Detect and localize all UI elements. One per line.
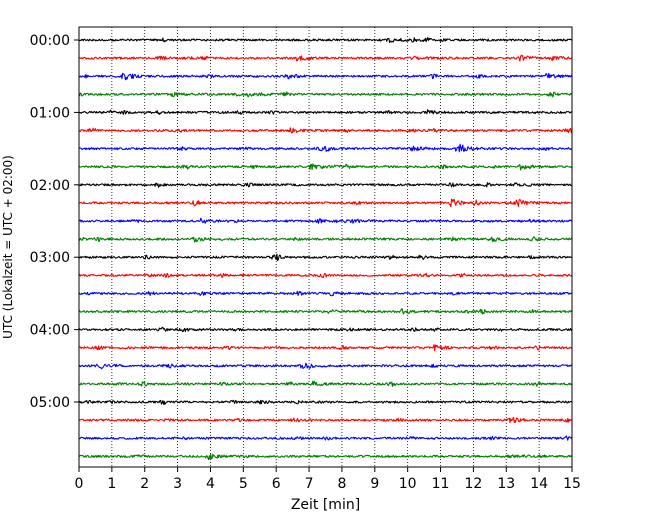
x-tick-label: 15 [563, 476, 581, 492]
x-tick-label: 11 [432, 476, 450, 492]
x-tick-label: 5 [239, 476, 248, 492]
x-tick-label: 9 [370, 476, 379, 492]
x-tick-label: 12 [464, 476, 482, 492]
trace-line [78, 416, 573, 424]
x-tick-label: 4 [206, 476, 215, 492]
trace-line [78, 198, 573, 208]
x-tick-label: 6 [272, 476, 281, 492]
x-axis-label: Zeit [min] [291, 497, 360, 513]
trace-line [78, 272, 573, 279]
y-axis-label: UTC (Lokalzeit = UTC + 02:00) [1, 155, 15, 339]
trace-line [78, 54, 573, 62]
x-tick-label: 1 [107, 476, 116, 492]
x-tick-label: 13 [497, 476, 515, 492]
x-tick-label: 3 [173, 476, 182, 492]
trace-line [78, 253, 573, 262]
x-tick-label: 10 [399, 476, 417, 492]
trace-line [78, 182, 573, 188]
trace-line [78, 217, 573, 224]
trace-line [78, 326, 573, 333]
trace-line [78, 163, 573, 171]
x-tick-label: 8 [337, 476, 346, 492]
y-tick-label: 04:00 [30, 323, 70, 339]
y-tick-label: 03:00 [30, 250, 70, 266]
trace-line [78, 435, 573, 441]
trace-line [78, 399, 573, 405]
trace-line [78, 37, 573, 43]
plot-frame [78, 26, 573, 468]
x-tick-label: 14 [530, 476, 548, 492]
y-tick-label: 01:00 [30, 105, 70, 121]
y-tick-label: 05:00 [30, 395, 70, 411]
trace-line [78, 344, 573, 352]
trace-line [78, 91, 573, 98]
trace-group [78, 37, 573, 461]
y-tick-label: 02:00 [30, 178, 70, 194]
x-tick-label: 7 [305, 476, 314, 492]
minute-grid [111, 27, 540, 467]
trace-line [78, 380, 573, 387]
x-tick-label: 2 [140, 476, 149, 492]
trace-line [78, 453, 573, 461]
y-axis: 00:00 01:00 02:00 03:00 04:00 05:00 [30, 33, 79, 411]
trace-line [78, 308, 573, 315]
trace-line [78, 109, 573, 116]
trace-line [78, 236, 573, 243]
trace-line [78, 290, 573, 297]
trace-line [78, 72, 573, 81]
trace-line [78, 127, 573, 134]
y-tick-label: 00:00 [30, 33, 70, 49]
trace-line [78, 143, 573, 153]
x-tick-label: 0 [75, 476, 84, 492]
x-axis: 0 1 2 3 4 5 6 7 8 9 10 11 12 13 14 15 [75, 467, 581, 492]
trace-line [78, 362, 573, 370]
